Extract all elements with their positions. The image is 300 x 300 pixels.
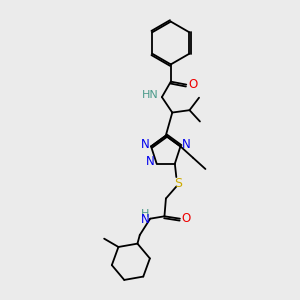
Text: N: N: [141, 213, 150, 226]
Text: O: O: [182, 212, 191, 225]
Text: N: N: [146, 155, 155, 168]
Text: HN: HN: [142, 90, 159, 100]
Text: N: N: [141, 138, 149, 151]
Text: H: H: [141, 209, 150, 219]
Text: O: O: [188, 77, 197, 91]
Text: S: S: [174, 176, 182, 190]
Text: N: N: [182, 138, 191, 151]
